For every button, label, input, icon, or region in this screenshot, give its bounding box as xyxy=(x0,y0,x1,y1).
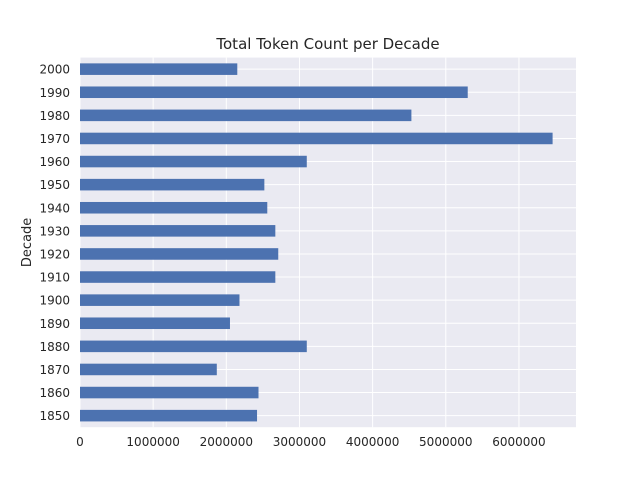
y-tick-label: 1940 xyxy=(39,201,70,215)
x-tick-label: 0 xyxy=(76,435,84,449)
bar-1940 xyxy=(80,201,268,214)
bar-1870 xyxy=(80,363,217,376)
y-tick-label: 1990 xyxy=(39,86,70,100)
y-tick-label: 1980 xyxy=(39,109,70,123)
x-tick-label: 1000000 xyxy=(126,435,179,449)
bar-1880 xyxy=(80,340,307,353)
bar-2000 xyxy=(80,63,238,75)
bar-1990 xyxy=(80,86,468,99)
y-tick-label: 1970 xyxy=(39,132,70,146)
y-axis-label: Decade xyxy=(20,218,35,267)
bars xyxy=(80,63,553,422)
bar-1900 xyxy=(80,294,240,306)
bar-1960 xyxy=(80,155,307,168)
y-tick-label: 1860 xyxy=(39,386,70,400)
y-tick-label: 2000 xyxy=(39,63,70,77)
x-tick-label: 3000000 xyxy=(273,435,326,449)
bar-1910 xyxy=(80,271,276,283)
x-tick-label: 2000000 xyxy=(200,435,253,449)
x-tick-label: 4000000 xyxy=(346,435,399,449)
bar-1930 xyxy=(80,225,276,237)
bar-1950 xyxy=(80,178,265,191)
y-tick-label: 1880 xyxy=(39,340,70,354)
bar-1890 xyxy=(80,317,230,330)
x-tick-label: 5000000 xyxy=(419,435,472,449)
y-tick-label: 1900 xyxy=(39,294,70,308)
chart-title: Total Token Count per Decade xyxy=(215,35,439,53)
bar-1850 xyxy=(80,409,258,422)
y-tick-label: 1960 xyxy=(39,155,70,169)
x-tick-label: 6000000 xyxy=(492,435,545,449)
y-tick-label: 1910 xyxy=(39,271,70,285)
y-tick-label: 1930 xyxy=(39,224,70,238)
bar-1980 xyxy=(80,109,412,122)
x-tick-labels: 0 1000000 2000000 3000000 4000000 5000000 6000… xyxy=(76,435,545,449)
y-tick-label: 1850 xyxy=(39,409,70,423)
y-tick-label: 1890 xyxy=(39,317,70,331)
y-tick-labels: 1850 1860 1870 1880 1890 1900 1910 1920 1930 1940… xyxy=(39,63,70,423)
y-tick-label: 1920 xyxy=(39,247,70,261)
y-tick-label: 1870 xyxy=(39,363,70,377)
bar-1860 xyxy=(80,386,259,399)
y-tick-label: 1950 xyxy=(39,178,70,192)
bar-1970 xyxy=(80,132,553,145)
bar-1920 xyxy=(80,248,279,260)
